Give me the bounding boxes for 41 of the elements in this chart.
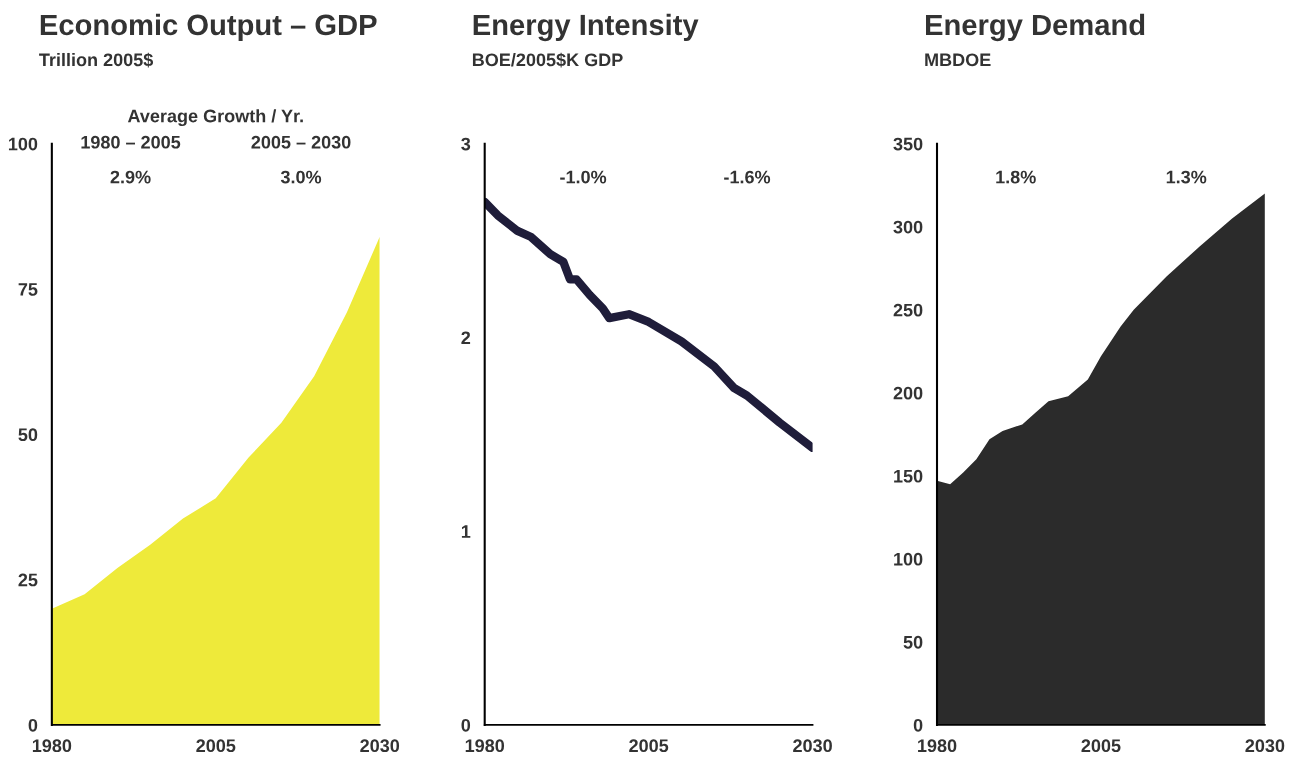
chart-subtitle: BOE/2005$K GDP (472, 52, 623, 68)
annotation: 1980 – 2005 (81, 135, 181, 149)
y-tick-label: 2 (461, 331, 471, 345)
y-tick-label: 200 (893, 386, 923, 400)
chart-title: Energy Intensity (473, 13, 699, 42)
annotation: 1.8% (996, 170, 1036, 184)
text: Average Growth / Yr. (127, 109, 303, 127)
x-tick-label: 2030 (360, 739, 400, 753)
x-tick-label: 2030 (1245, 739, 1285, 753)
y-tick-label: 50 (18, 428, 38, 442)
y-tick-label: 3 (461, 137, 471, 151)
y-tick-label: 25 (18, 573, 38, 587)
y-tick-label: 1 (461, 525, 471, 538)
annotation: -1.6% (724, 170, 771, 184)
y-tick-label: 75 (18, 283, 38, 296)
y-tick-label: 350 (893, 137, 923, 151)
chart-subtitle: Trillion 2005$ (39, 52, 154, 68)
x-tick-label: 1980 (918, 739, 957, 753)
x-tick-label: 1980 (32, 739, 72, 753)
y-tick-label: 250 (893, 303, 923, 317)
y-tick-label: 0 (461, 718, 471, 732)
annotation: -1.0% (560, 170, 607, 184)
x-tick-label: 2005 (196, 739, 236, 753)
annotation: 2005 – 2030 (251, 135, 351, 149)
annotation: 2.9% (110, 170, 151, 184)
y-tick-label: 150 (894, 469, 923, 483)
y-tick-label: 100 (894, 552, 923, 566)
y-tick-label: 0 (913, 718, 923, 732)
y-tick-label: 100 (8, 137, 38, 151)
chart-title: Energy Demand (926, 13, 1145, 42)
chart-subtitle: MBDOE (925, 53, 991, 67)
x-tick-label: 2005 (629, 739, 669, 753)
x-tick-label: 2005 (1081, 739, 1121, 753)
annotation: 1.3% (1166, 170, 1207, 184)
x-tick-label: 2030 (793, 739, 832, 753)
x-tick-label: 1980 (465, 739, 505, 753)
chart-title: Economic Output – GDP (40, 13, 377, 42)
y-tick-label: 0 (28, 718, 38, 732)
y-tick-label: 300 (893, 220, 923, 234)
y-tick-label: 50 (903, 635, 923, 649)
annotation: 3.0% (280, 170, 322, 184)
